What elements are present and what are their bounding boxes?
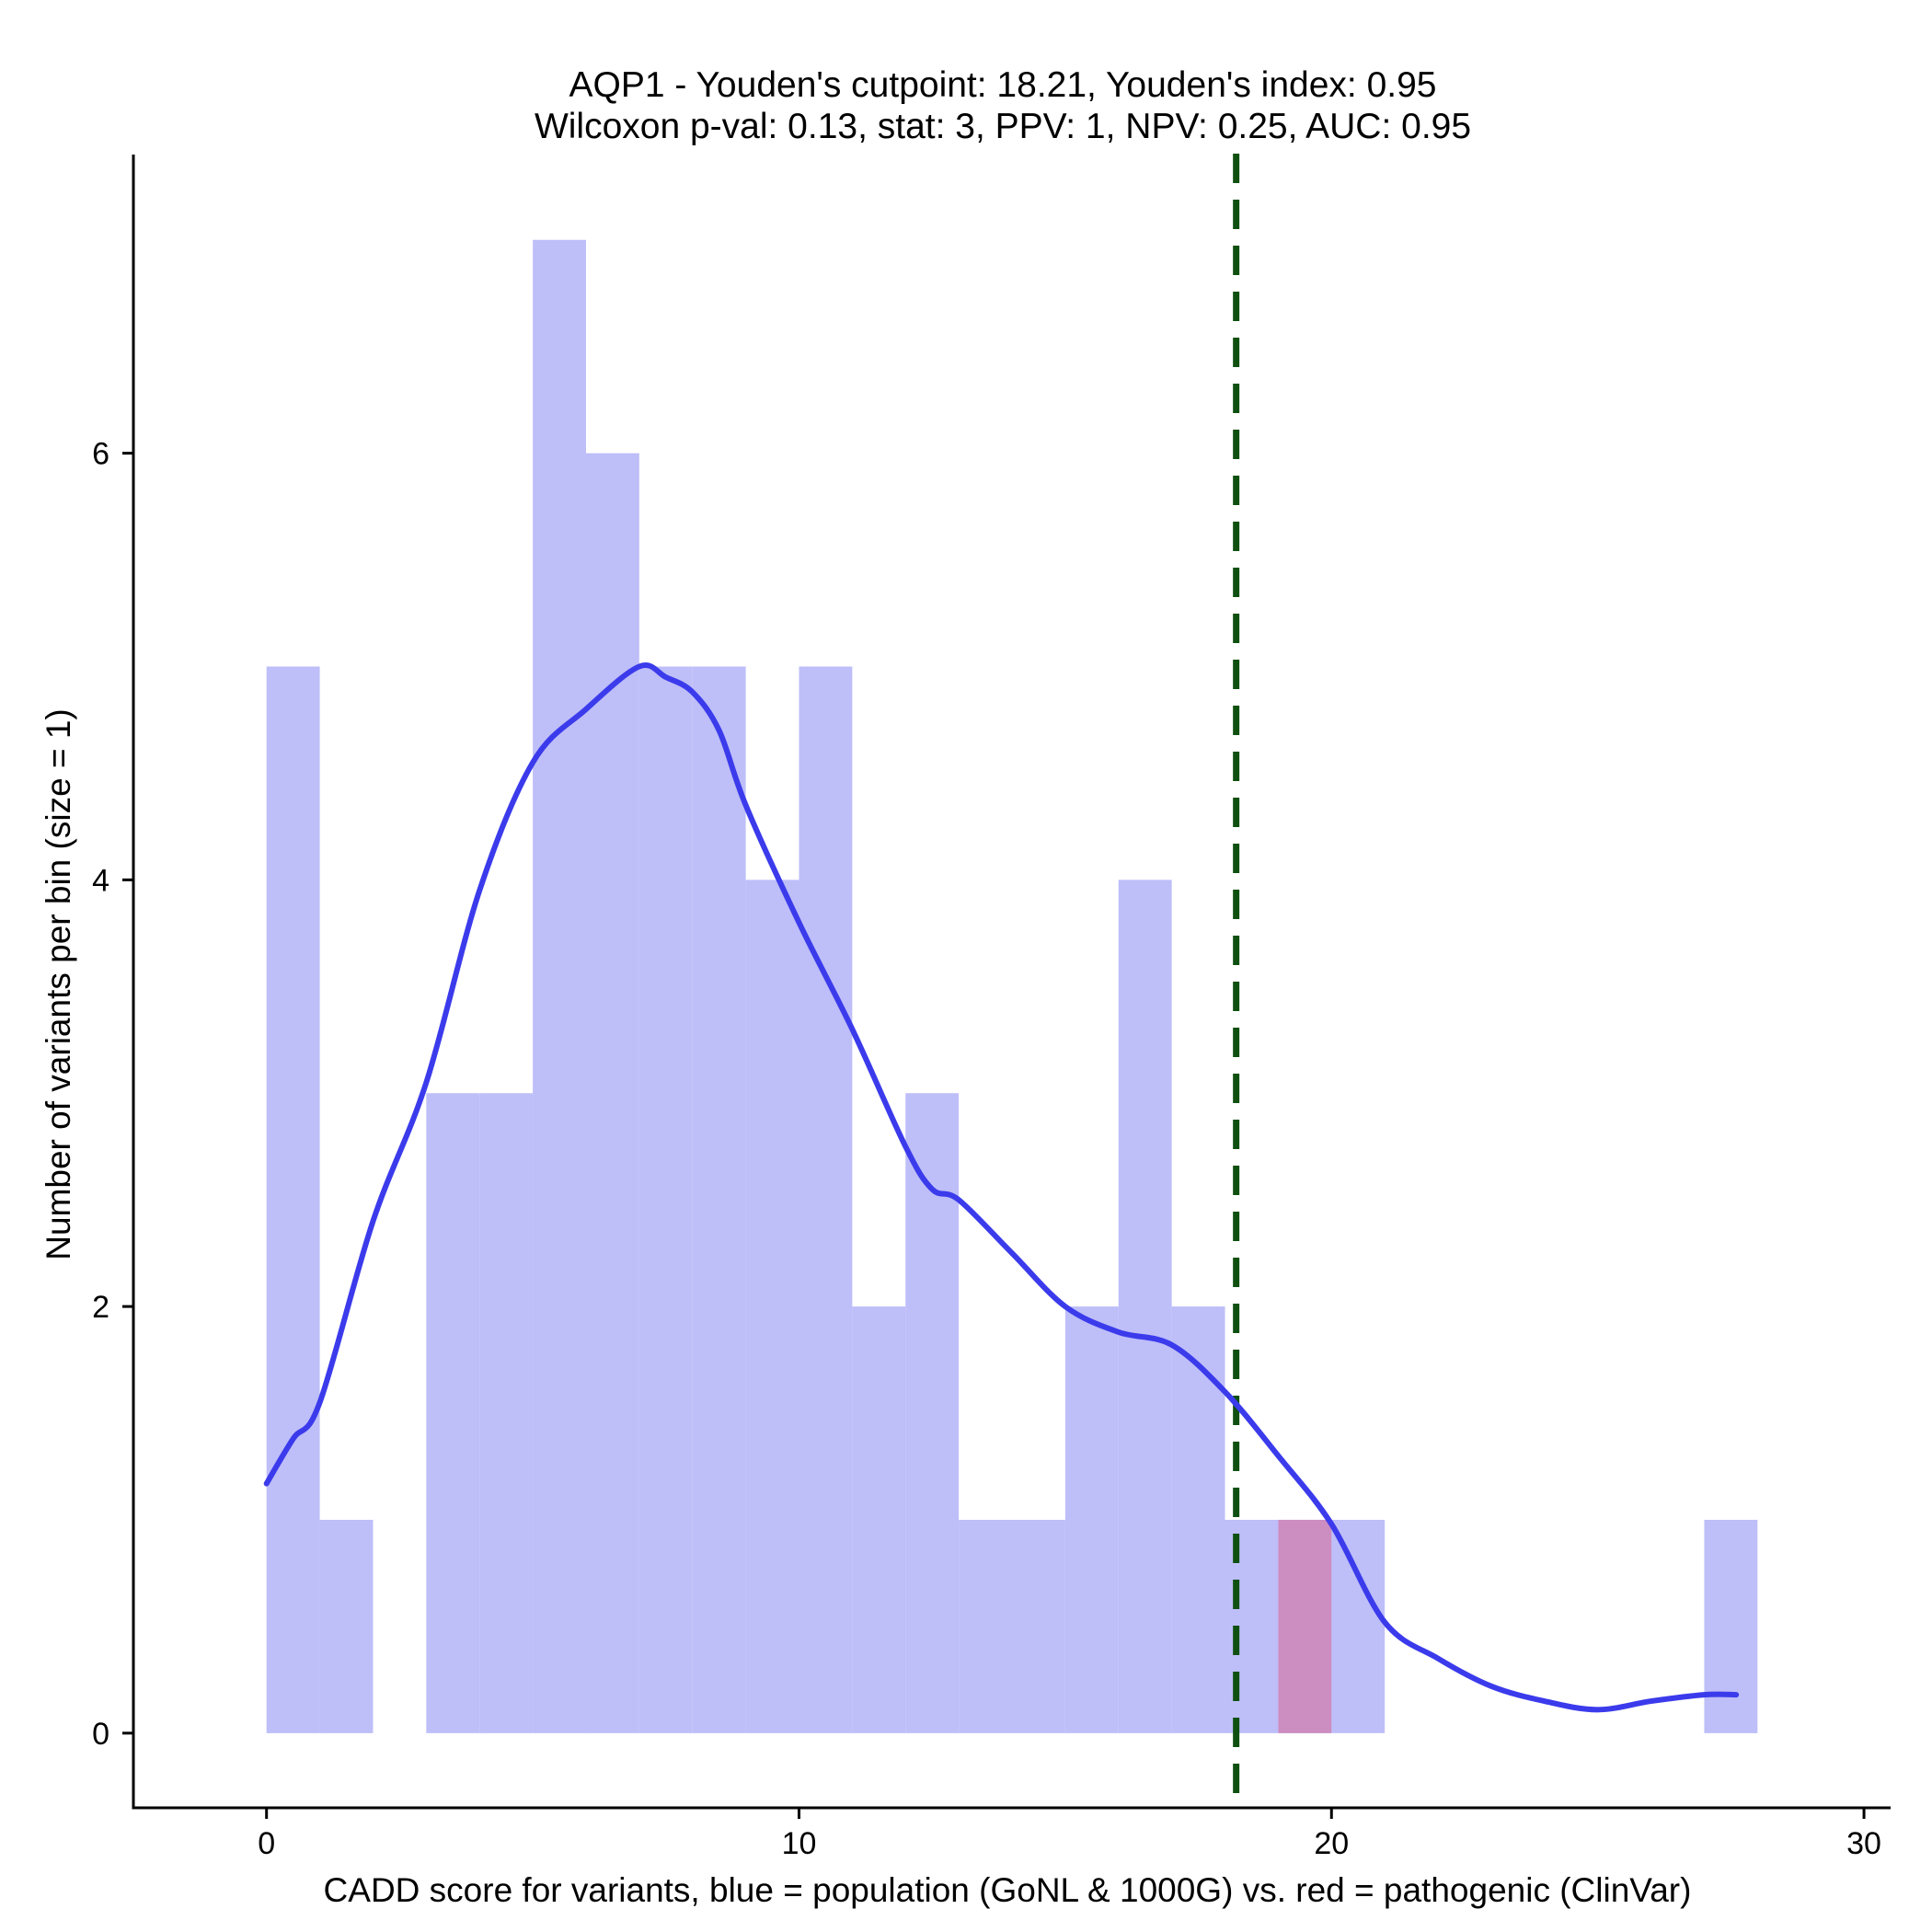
population-bar	[479, 1093, 534, 1733]
y-axis-label: Number of variants per bin (size = 1)	[40, 708, 77, 1259]
x-tick-label: 30	[1846, 1826, 1881, 1861]
y-tick-label: 4	[92, 863, 109, 898]
chart-title: AQP1 - Youden's cutpoint: 18.21, Youden'…	[535, 65, 1471, 146]
population-bar	[1012, 1519, 1065, 1733]
population-bar	[1118, 880, 1172, 1733]
axes: 0 10 20 30 0 2 4 6	[92, 155, 1891, 1861]
y-tick-label: 0	[92, 1717, 109, 1752]
population-bar	[1064, 1306, 1119, 1733]
histogram-bars	[266, 239, 1758, 1733]
y-tick-label: 2	[92, 1290, 109, 1325]
x-tick-label: 10	[782, 1826, 817, 1861]
population-bar	[959, 1519, 1012, 1733]
population-bar	[1704, 1519, 1758, 1733]
density-curve-layer	[263, 662, 1740, 1713]
population-bar	[533, 239, 586, 1733]
population-bar	[319, 1519, 374, 1733]
population-bar	[799, 666, 853, 1733]
y-tick-label: 6	[92, 437, 109, 472]
title-line-2: Wilcoxon p-val: 0.13, stat: 3, PPV: 1, N…	[535, 107, 1471, 146]
population-bar	[426, 1093, 480, 1733]
population-bar	[745, 880, 799, 1733]
population-bar	[1171, 1306, 1225, 1733]
population-bar	[1331, 1519, 1386, 1733]
population-bar	[638, 666, 693, 1733]
pathogenic-bar	[1278, 1519, 1332, 1733]
population-bar	[585, 453, 639, 1733]
population-bar	[905, 1093, 960, 1733]
title-line-1: AQP1 - Youden's cutpoint: 18.21, Youden'…	[569, 65, 1437, 105]
population-bar	[852, 1306, 906, 1733]
x-tick-label: 20	[1314, 1826, 1349, 1861]
x-tick-label: 0	[258, 1826, 275, 1861]
density-curve	[263, 662, 1740, 1713]
population-bar	[266, 666, 320, 1733]
x-axis-label: CADD score for variants, blue = populati…	[324, 1871, 1692, 1909]
population-bar	[692, 666, 746, 1733]
